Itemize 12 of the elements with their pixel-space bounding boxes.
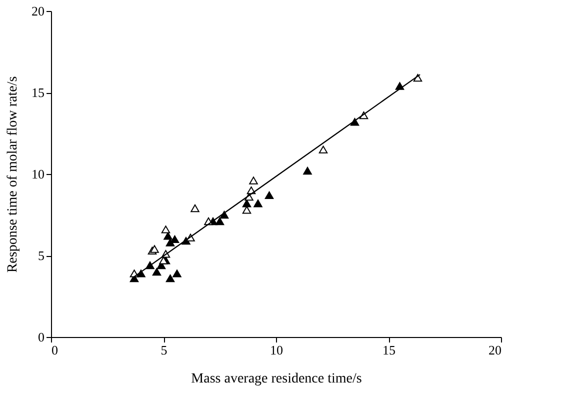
x-tick-label: 20: [488, 342, 502, 358]
x-tick-label: 10: [270, 342, 283, 358]
x-tick-label: 0: [52, 342, 58, 358]
y-tick-label: 5: [38, 248, 44, 263]
x-axis-title: Mass average residence time/s: [191, 372, 362, 386]
x-tick-label: 15: [382, 342, 396, 358]
y-tick-label: 10: [32, 166, 44, 182]
y-tick-label: 15: [32, 85, 44, 100]
y-tick-label: 20: [32, 4, 44, 18]
y-axis-title: Response time of molar flow rate/s: [6, 76, 20, 273]
x-tick-label: 5: [160, 342, 168, 358]
y-tick-label: 0: [38, 330, 44, 344]
